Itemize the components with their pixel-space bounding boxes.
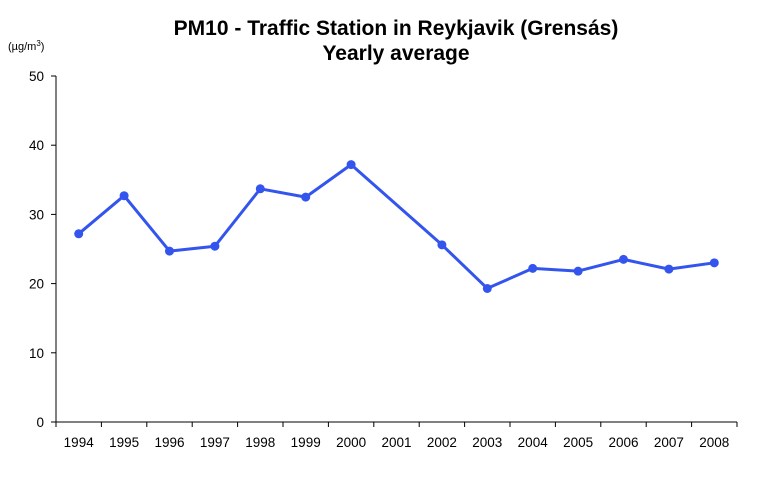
- y-tick-label: 40: [29, 138, 44, 153]
- chart-title: PM10 - Traffic Station in Reykjavik (Gre…: [174, 17, 619, 40]
- y-axis-unit-close: ): [41, 41, 45, 53]
- data-point: [346, 160, 356, 170]
- x-tick-label: 2007: [654, 435, 684, 450]
- y-axis-unit-superscript: 3: [36, 39, 41, 48]
- y-tick-label: 30: [29, 207, 44, 222]
- x-tick-label: 1998: [245, 435, 275, 450]
- data-point: [528, 263, 538, 273]
- data-point: [709, 258, 719, 268]
- x-tick-label: 1994: [64, 435, 95, 450]
- x-tick-label: 2008: [699, 435, 729, 450]
- chart-axes: [55, 76, 737, 423]
- y-tick-label: 20: [29, 277, 44, 292]
- chart-subtitle: Yearly average: [322, 42, 469, 65]
- x-tick-label: 1995: [109, 435, 139, 450]
- x-axis-ticks: 1994 1995 1996 1997 1998 1999 2000 2001 2002 2003…: [55, 422, 738, 450]
- series-layer: [74, 160, 719, 293]
- y-tick-label: 10: [29, 346, 44, 361]
- x-tick-label: 1996: [154, 435, 184, 450]
- series-line: [77, 163, 715, 290]
- data-point: [301, 192, 311, 202]
- x-tick-label: 1999: [291, 435, 321, 450]
- data-point: [619, 254, 628, 264]
- x-tick-label: 2000: [336, 435, 366, 450]
- x-tick-label: 2001: [381, 435, 411, 450]
- y-axis-ticks: 0 10 20 30 40 50: [29, 69, 56, 430]
- y-tick-label: 0: [36, 415, 44, 430]
- y-axis-unit-label: (µg/m3): [8, 39, 44, 53]
- x-tick-label: 1997: [200, 435, 230, 450]
- data-point: [573, 266, 583, 276]
- data-point: [165, 246, 174, 256]
- x-tick-label: 2005: [563, 435, 593, 450]
- data-point: [482, 283, 492, 293]
- data-point: [664, 264, 674, 274]
- x-tick-label: 2002: [427, 435, 457, 450]
- x-tick-label: 2006: [608, 435, 638, 450]
- y-tick-label: 50: [29, 69, 44, 84]
- x-tick-label: 2004: [518, 435, 549, 450]
- data-point: [74, 229, 84, 239]
- y-axis-unit-text: (µg/m: [8, 41, 36, 53]
- data-point: [119, 191, 129, 201]
- data-point: [255, 184, 265, 194]
- data-point: [437, 240, 447, 250]
- data-point: [210, 241, 220, 251]
- x-tick-label: 2003: [472, 435, 502, 450]
